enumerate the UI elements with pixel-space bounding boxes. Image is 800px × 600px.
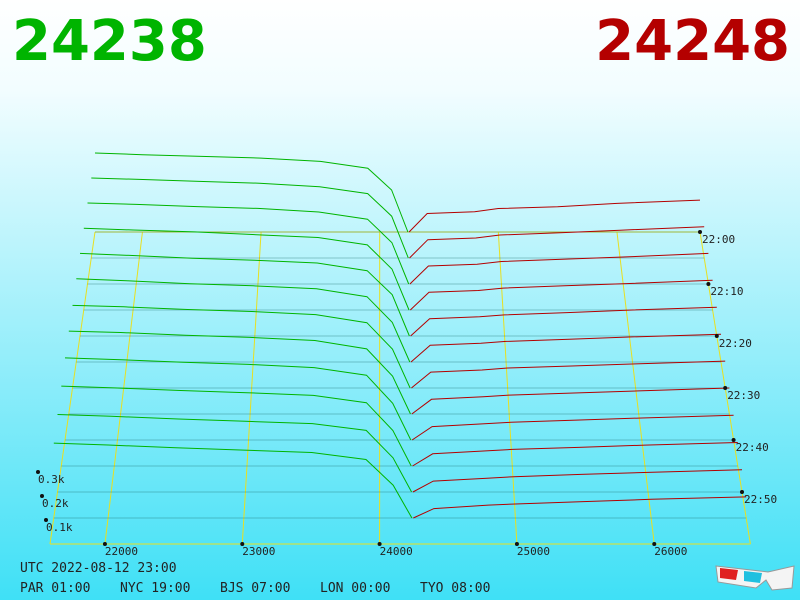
utc-time: UTC 2022-08-12 23:00 [20, 561, 177, 576]
zone-time: NYC 19:00 [120, 581, 190, 596]
time-tick [731, 438, 736, 442]
ask-depth-line [411, 387, 730, 415]
floor-edge [49, 231, 96, 545]
x-tick-label: 25000 [517, 545, 550, 558]
time-tick-label: 22:40 [736, 441, 769, 454]
zone-time: BJS 07:00 [220, 581, 290, 596]
ask-depth-line [411, 414, 734, 441]
ask-depth-line [409, 226, 705, 259]
bid-depth-line [94, 152, 409, 233]
x-tick [652, 542, 657, 546]
ask-depth-line [410, 333, 722, 363]
ask-depth-line [410, 306, 717, 337]
x-tick [240, 542, 245, 546]
x-tick [377, 542, 382, 546]
z-tick-label: 0.2k [42, 497, 69, 510]
ask-depth-line [408, 199, 701, 233]
time-tick-label: 22:20 [719, 337, 752, 350]
z-tick [44, 518, 48, 522]
glasses-icon [715, 565, 795, 591]
time-tick [723, 386, 728, 390]
zone-time: PAR 01:00 [20, 581, 90, 596]
x-tick-label: 26000 [654, 545, 687, 558]
ask-depth-line [413, 496, 747, 519]
ask-depth-line [409, 252, 709, 285]
bid-depth-line [87, 202, 410, 285]
z-tick [36, 470, 40, 474]
bid-depth-line [53, 442, 413, 519]
time-tick [706, 282, 711, 286]
x-tick-label: 23000 [242, 545, 275, 558]
bid-depth-line [68, 330, 411, 415]
x-tick [514, 542, 519, 546]
x-tick-label: 24000 [380, 545, 413, 558]
time-tick-label: 22:10 [710, 285, 743, 298]
z-tick [40, 494, 44, 498]
bid-depth-line [76, 278, 411, 363]
zone-time: LON 00:00 [320, 581, 390, 596]
bid-depth-line [57, 414, 413, 493]
time-tick-label: 22:00 [702, 233, 735, 246]
time-tick [698, 230, 702, 234]
z-tick-label: 0.3k [38, 473, 65, 486]
zone-time: TYO 08:00 [420, 581, 490, 596]
time-tick-label: 22:30 [727, 389, 760, 402]
bid-depth-line [79, 252, 410, 337]
x-tick-label: 22000 [105, 545, 138, 558]
time-tick-label: 22:50 [744, 493, 777, 506]
bid-depth-line [83, 227, 410, 311]
z-tick-label: 0.1k [46, 521, 73, 534]
time-tick [740, 490, 744, 494]
bid-price: 24238 [12, 9, 207, 74]
bid-depth-line [91, 177, 409, 259]
ask-depth-line [411, 360, 726, 389]
grid-line [497, 231, 518, 545]
bid-depth-line [64, 357, 412, 441]
ask-depth-line [409, 279, 713, 311]
bid-depth-line [72, 304, 411, 389]
ask-price: 24248 [595, 9, 790, 74]
time-tick [714, 334, 719, 338]
x-tick [102, 542, 107, 546]
grid-line [241, 231, 262, 545]
bid-depth-line [61, 385, 412, 467]
ask-depth-line [412, 442, 738, 467]
ask-depth-line [412, 469, 743, 493]
